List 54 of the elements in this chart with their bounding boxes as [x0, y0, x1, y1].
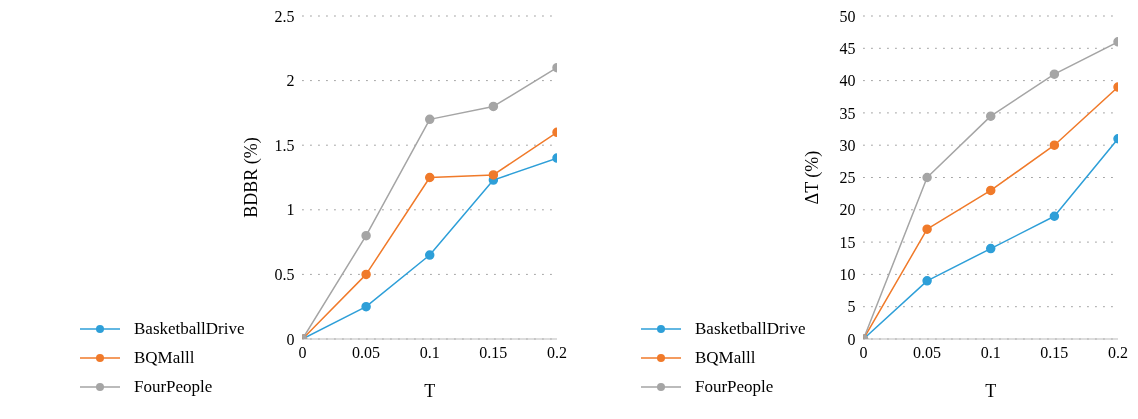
point: [1049, 140, 1060, 150]
y-tick-label: 20: [839, 201, 856, 219]
point: [1049, 69, 1060, 79]
x-tick-label: 0.2: [1108, 344, 1128, 362]
legend-label: BasketballDrive: [134, 318, 245, 339]
x-tick-label: 0.05: [913, 344, 942, 362]
x-tick-label: 0.1: [419, 344, 440, 362]
legend-label: FourPeople: [134, 376, 213, 397]
legend-label: FourPeople: [695, 376, 774, 397]
x-tick-label: 0.15: [479, 344, 508, 362]
x-axis-title: T: [424, 381, 436, 401]
point: [922, 172, 932, 183]
x-tick-label: 0: [298, 344, 307, 362]
x-tick-label: 0: [859, 344, 868, 362]
y-axis-title: ΔT (%): [801, 150, 823, 205]
point: [1049, 211, 1060, 222]
y-tick-label: 25: [839, 169, 856, 187]
legend-label: BQMalll: [134, 347, 195, 368]
y-tick-label: 0: [286, 330, 295, 348]
point: [985, 111, 996, 121]
y-tick-label: 40: [839, 72, 856, 90]
x-tick-label: 0.15: [1040, 344, 1069, 362]
point: [922, 224, 932, 234]
point: [361, 301, 371, 312]
y-tick-label: 0: [847, 330, 856, 348]
point: [424, 250, 435, 260]
y-tick-label: 2: [286, 72, 295, 90]
legend-label: BasketballDrive: [695, 318, 806, 339]
x-tick-label: 0.05: [352, 344, 381, 362]
y-tick-label: 45: [839, 39, 856, 57]
point: [424, 114, 435, 125]
point: [922, 276, 932, 286]
y-tick-label: 0.5: [274, 266, 295, 284]
point: [985, 243, 996, 254]
legend-label: BQMalll: [695, 347, 756, 368]
y-tick-label: 5: [847, 298, 856, 316]
point: [361, 269, 371, 280]
point: [488, 101, 499, 112]
point: [985, 185, 996, 196]
y-tick-label: 2.5: [274, 7, 295, 25]
y-tick-label: 10: [839, 266, 856, 284]
y-tick-label: 1: [286, 201, 295, 219]
point: [488, 170, 499, 180]
point: [424, 172, 435, 183]
y-tick-label: 30: [839, 136, 856, 154]
y-axis-title: BDBR (%): [240, 137, 262, 218]
x-tick-label: 0.1: [980, 344, 1001, 362]
y-tick-label: 15: [839, 233, 856, 251]
y-tick-label: 35: [839, 104, 856, 122]
y-tick-label: 50: [839, 7, 856, 25]
x-axis-title: T: [985, 381, 997, 401]
x-tick-label: 0.2: [547, 344, 567, 362]
point: [361, 230, 371, 241]
y-tick-label: 1.5: [274, 136, 295, 154]
